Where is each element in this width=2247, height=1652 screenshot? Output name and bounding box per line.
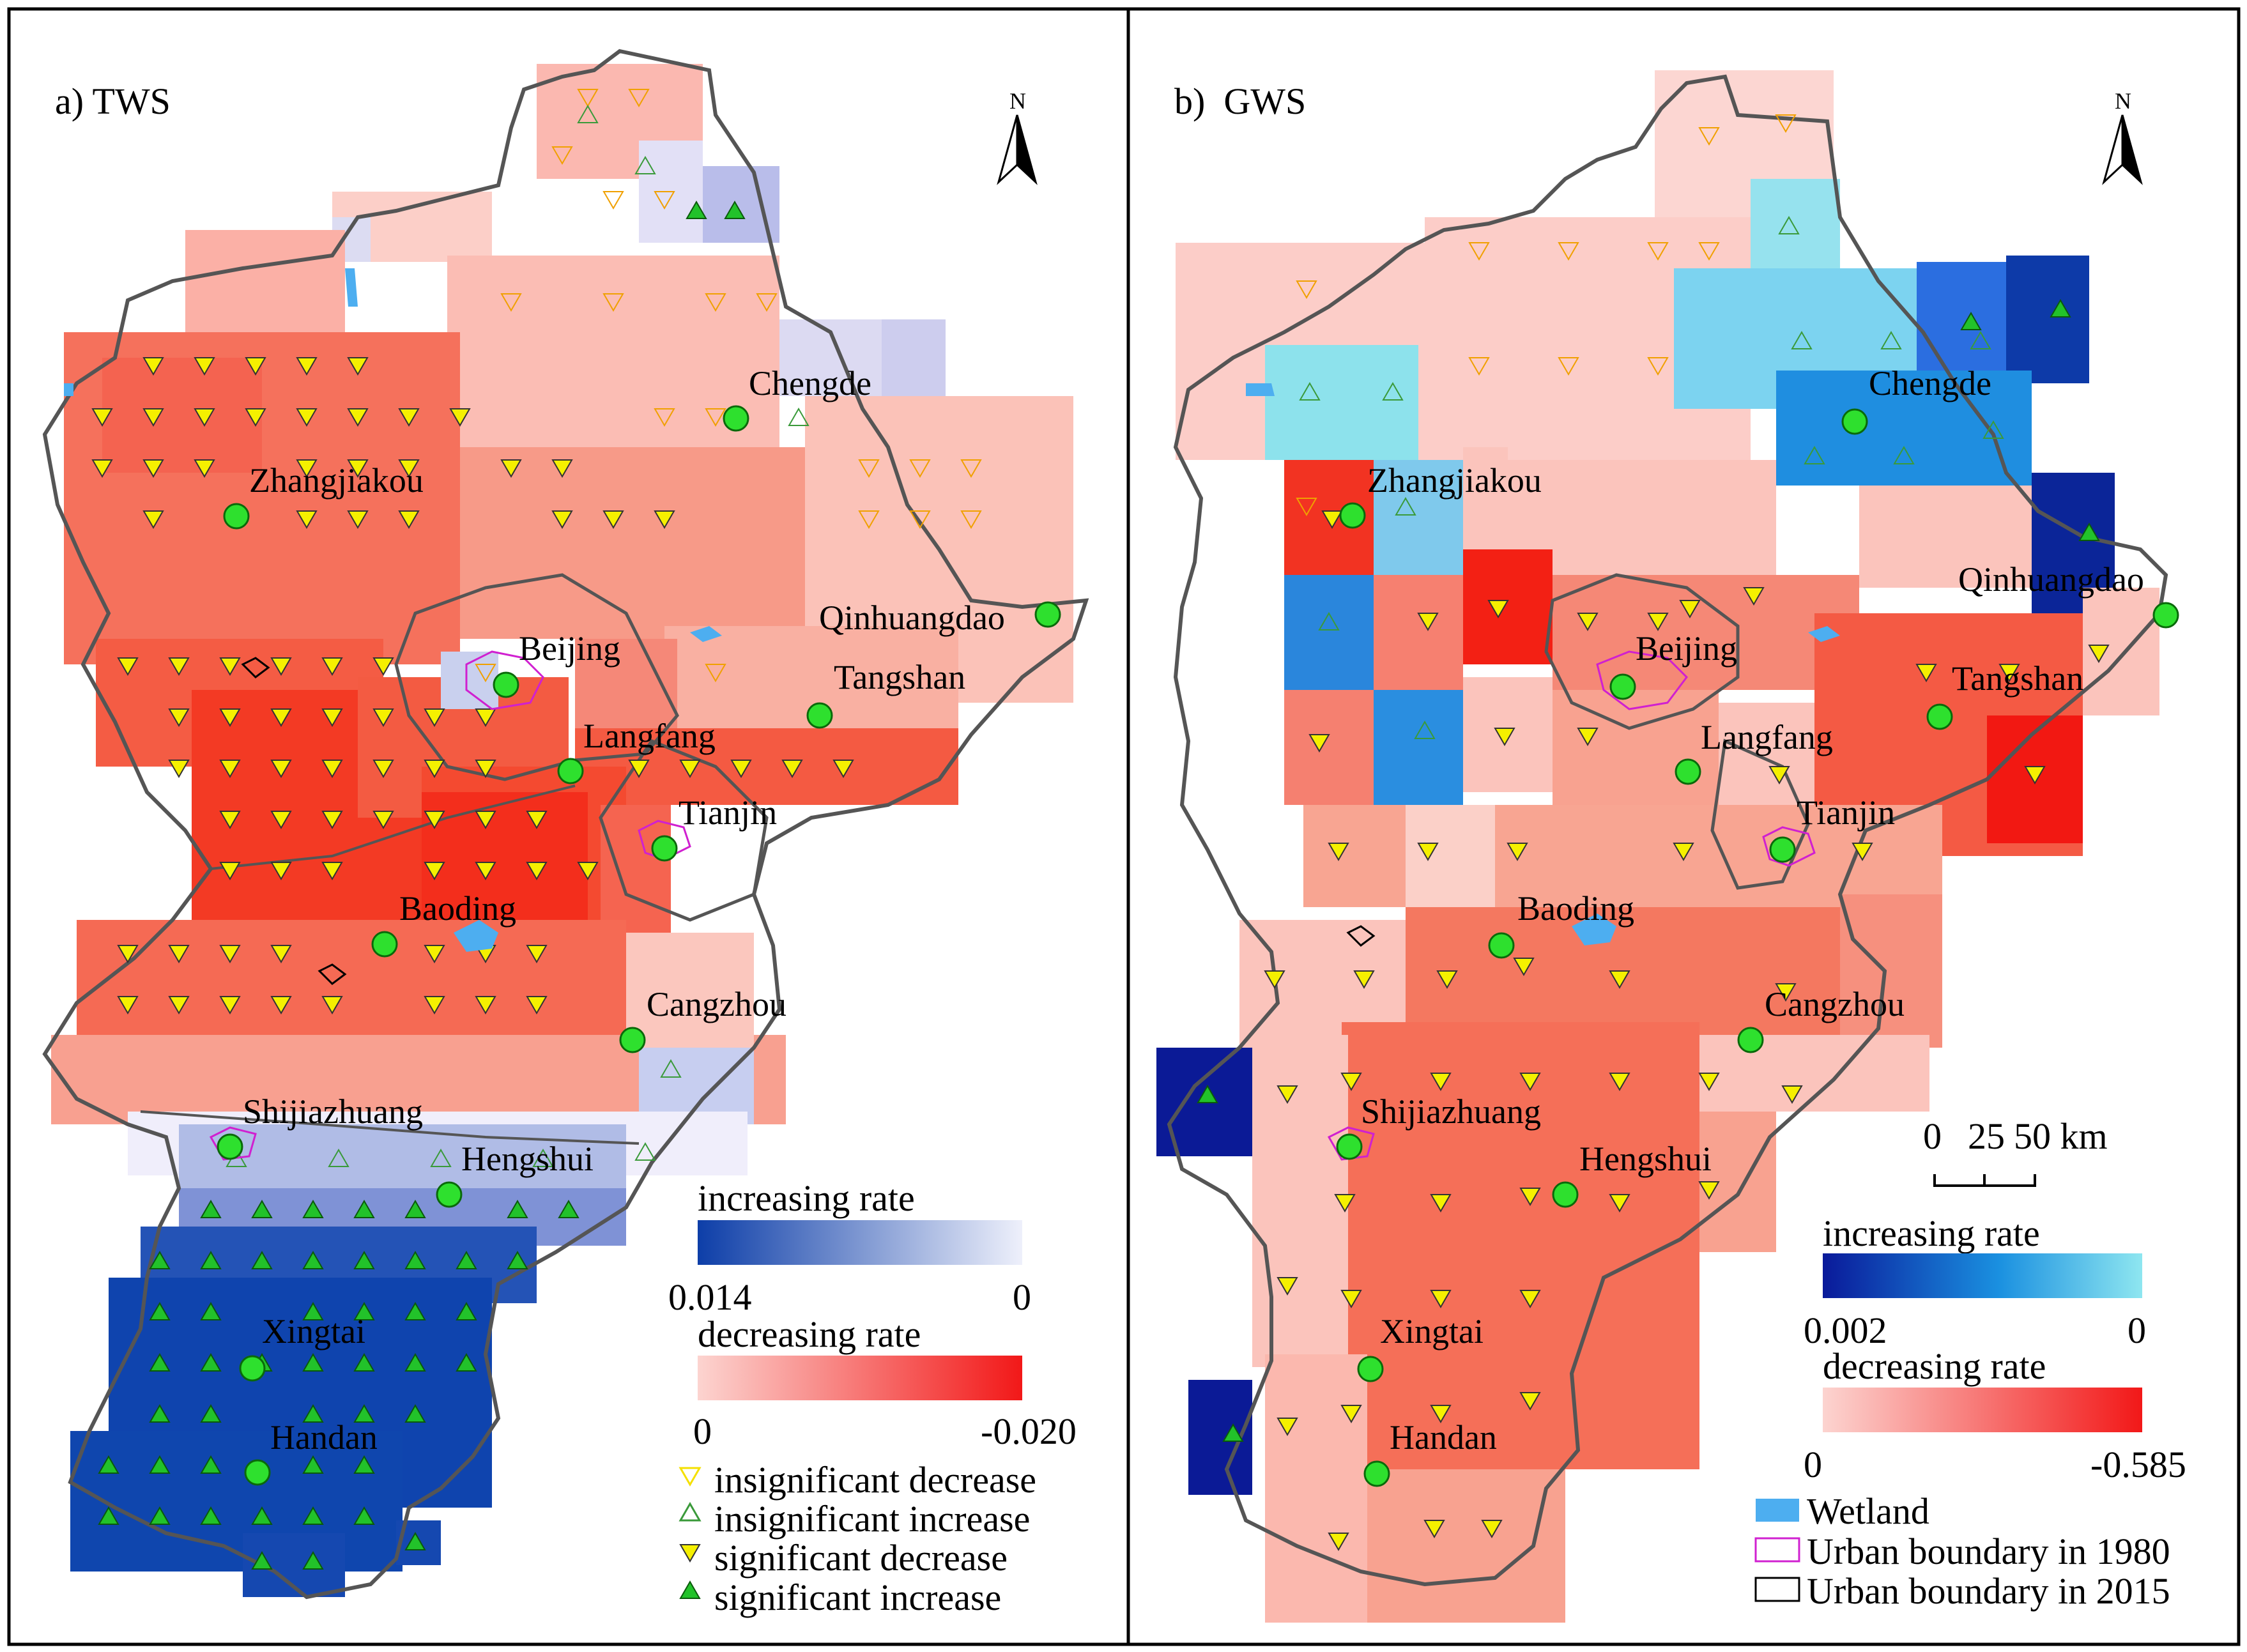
city-label: Baoding	[1517, 889, 1634, 928]
city-label: Tianjin	[679, 793, 777, 832]
city-label: Zhangjiakou	[249, 461, 424, 500]
city-label: Shijiazhuang	[1361, 1092, 1541, 1131]
province-boundary	[1167, 74, 2168, 1587]
scale-bar: 0 25 50 km	[1923, 1115, 2108, 1187]
city-label: Tianjin	[1797, 793, 1895, 832]
decreasing-color-bar	[1823, 1388, 2142, 1432]
svg-text:Urban boundary in 2015: Urban boundary in 2015	[1807, 1570, 2170, 1612]
panel-title-a: a) TWS	[55, 80, 171, 122]
city-label: Shijiazhuang	[243, 1092, 423, 1131]
svg-text:significant increase: significant increase	[714, 1577, 1001, 1618]
city-label: Langfang	[1701, 718, 1833, 756]
svg-text:significant decrease: significant decrease	[714, 1537, 1008, 1579]
panel-frame-b	[1126, 7, 2241, 1646]
city-markers-b	[1336, 408, 2179, 1487]
svg-text:-0.585: -0.585	[2090, 1444, 2186, 1485]
svg-text:insignificant decrease: insignificant decrease	[714, 1459, 1036, 1501]
city-label: Xingtai	[1380, 1312, 1484, 1350]
city-label: Qinhuangdao	[1958, 560, 2144, 599]
svg-text:0: 0	[1013, 1276, 1031, 1318]
panel-title-b: b) GWS	[1174, 80, 1306, 122]
svg-text:insignificant increase: insignificant increase	[714, 1498, 1030, 1540]
gws-triangles	[1197, 114, 2110, 1552]
city-label: Handan	[1390, 1418, 1497, 1457]
svg-text:0.002: 0.002	[1804, 1310, 1887, 1351]
gws-grid	[1156, 70, 2159, 1623]
urban-2015-swatch	[1754, 1577, 1800, 1602]
svg-text:N: N	[1009, 88, 1026, 114]
legend-b: increasing rate 0.002 0 decreasing rate …	[1754, 1212, 2186, 1612]
svg-text:N: N	[2115, 88, 2131, 114]
wetland-features	[1246, 383, 1840, 945]
city-label: Beijing	[519, 629, 620, 668]
svg-text:0: 0	[2128, 1310, 2146, 1351]
svg-text:0.014: 0.014	[668, 1276, 752, 1318]
svg-text:decreasing rate: decreasing rate	[1823, 1345, 2046, 1387]
city-label: Tangshan	[1952, 659, 2083, 698]
svg-text:0: 0	[693, 1411, 712, 1452]
legend-a: increasing rate 0.014 0 decreasing rate …	[668, 1177, 1077, 1618]
city-label: Cangzhou	[1765, 985, 1905, 1023]
svg-text:increasing rate: increasing rate	[698, 1177, 915, 1219]
svg-text:50 km: 50 km	[2014, 1115, 2108, 1157]
urban-features	[1327, 650, 1816, 1161]
city-label: Handan	[270, 1418, 378, 1457]
svg-text:25: 25	[1968, 1115, 2005, 1157]
svg-text:0: 0	[1804, 1444, 1822, 1485]
city-label: Xingtai	[262, 1312, 365, 1350]
panel-a-map: Chengde Zhangjiakou Beijing Qinhuangdao …	[42, 49, 1089, 1618]
north-arrow-icon: N	[2102, 88, 2143, 185]
svg-text:Wetland: Wetland	[1807, 1490, 1929, 1532]
city-label: Zhangjiakou	[1367, 461, 1542, 500]
city-markers-a	[217, 405, 1061, 1486]
svg-text:0: 0	[1923, 1115, 1942, 1157]
city-label: Chengde	[1869, 364, 1991, 402]
urban-1980-swatch	[1754, 1537, 1800, 1563]
north-arrow-icon: N	[997, 88, 1038, 185]
wetland-swatch	[1756, 1499, 1799, 1522]
city-label: Langfang	[583, 717, 716, 755]
panel-b-map: Chengde Zhangjiakou Qinhuangdao Beijing …	[1156, 70, 2186, 1623]
city-label: Hengshui	[461, 1140, 594, 1178]
city-label: Beijing	[1636, 629, 1737, 668]
city-label: Qinhuangdao	[819, 599, 1005, 637]
wetland-features	[64, 268, 722, 952]
svg-text:Urban boundary in 1980: Urban boundary in 1980	[1807, 1531, 2170, 1572]
city-label: Baoding	[399, 889, 516, 928]
city-label: Hengshui	[1579, 1140, 1712, 1178]
city-label: Cangzhou	[647, 985, 786, 1023]
increasing-color-bar	[698, 1220, 1022, 1265]
decreasing-color-bar	[698, 1356, 1022, 1400]
svg-text:-0.020: -0.020	[981, 1411, 1077, 1452]
city-label: Chengde	[749, 364, 871, 402]
city-label: Tangshan	[834, 658, 965, 696]
increasing-color-bar	[1823, 1253, 2142, 1298]
svg-text:decreasing rate: decreasing rate	[698, 1313, 921, 1355]
svg-text:increasing rate: increasing rate	[1823, 1212, 2040, 1254]
province-boundary	[42, 49, 1089, 1600]
